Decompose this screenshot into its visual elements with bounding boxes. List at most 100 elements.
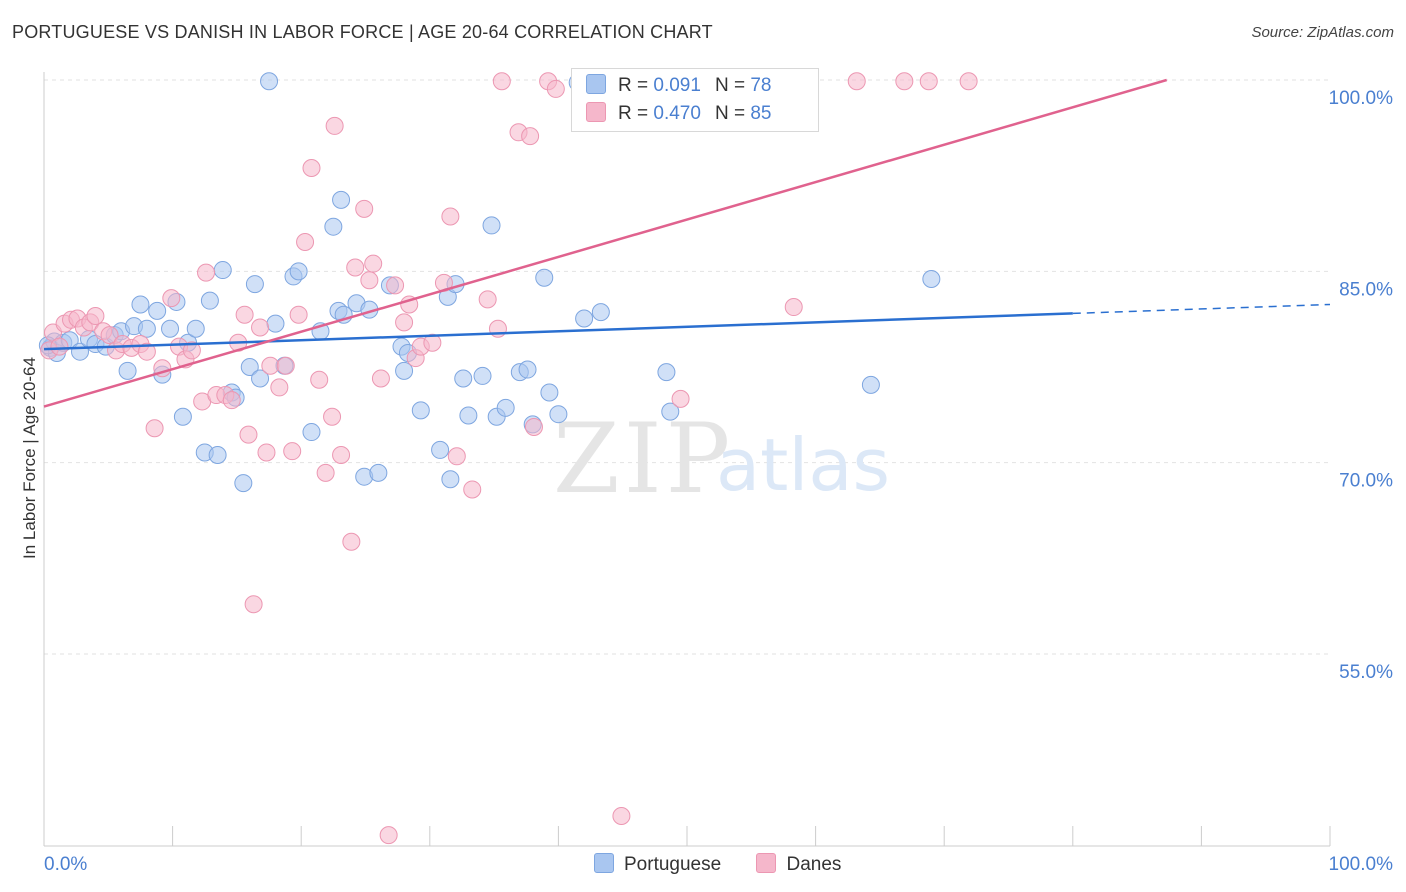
y-tick-label: 85.0% xyxy=(1339,279,1393,300)
point-danes xyxy=(276,356,295,375)
point-danes xyxy=(441,207,460,226)
point-portuguese xyxy=(266,314,285,333)
legend-n-value: 78 xyxy=(750,75,772,96)
point-danes xyxy=(239,425,258,444)
legend-r-label: R = xyxy=(618,103,649,124)
legend-label: Portuguese xyxy=(624,854,722,875)
point-portuguese xyxy=(240,358,259,376)
point-danes xyxy=(371,369,390,388)
tick-labels: 100.0% 85.0% 70.0% 55.0% 0.0% 100.0% In Labor … xyxy=(20,88,1393,875)
point-danes xyxy=(257,443,276,462)
trend-extension-portuguese xyxy=(1072,303,1331,315)
watermark-zip: ZIP xyxy=(553,403,734,515)
legend-label: Danes xyxy=(786,854,842,875)
point-danes xyxy=(671,389,690,408)
point-portuguese xyxy=(213,261,232,280)
point-danes xyxy=(289,305,308,324)
watermark: ZIP atlas xyxy=(553,403,890,515)
point-portuguese xyxy=(535,268,554,287)
point-danes xyxy=(478,290,497,309)
point-portuguese xyxy=(208,446,227,465)
point-portuguese xyxy=(302,423,321,442)
point-portuguese xyxy=(482,216,501,235)
point-danes xyxy=(283,442,302,461)
point-danes xyxy=(521,127,540,146)
point-danes xyxy=(137,342,156,361)
legend-item-portuguese[interactable]: Portuguese xyxy=(594,853,721,876)
point-danes xyxy=(546,79,565,98)
point-portuguese xyxy=(324,217,343,236)
point-danes xyxy=(332,446,351,465)
trend-line-portuguese xyxy=(43,312,1073,351)
trend-line-danes xyxy=(43,78,1168,408)
x-tick-label: 100.0% xyxy=(1329,854,1394,875)
point-portuguese xyxy=(441,470,460,489)
point-danes xyxy=(100,326,119,345)
point-portuguese xyxy=(137,319,156,338)
point-portuguese xyxy=(411,401,430,420)
point-danes xyxy=(302,159,321,178)
point-danes xyxy=(197,263,216,282)
point-danes xyxy=(379,826,398,845)
point-portuguese xyxy=(454,369,473,388)
point-danes xyxy=(145,419,164,438)
point-danes xyxy=(86,306,105,325)
legend-swatch-danes xyxy=(756,853,777,873)
point-portuguese xyxy=(661,402,680,421)
point-portuguese xyxy=(496,398,515,417)
correlation-legend: R = 0.091 N = 78 R = 0.470 N = 85 xyxy=(571,68,819,132)
legend-item-danes[interactable]: Danes xyxy=(756,853,841,876)
point-danes xyxy=(310,370,329,389)
point-portuguese xyxy=(657,363,676,382)
point-portuguese xyxy=(431,440,450,459)
y-tick-label: 70.0% xyxy=(1339,471,1393,492)
legend-swatch-portuguese xyxy=(594,853,614,873)
point-danes xyxy=(50,337,69,356)
point-danes xyxy=(847,72,866,91)
series-legend: Portuguese Danes xyxy=(594,853,871,876)
point-portuguese xyxy=(186,319,205,338)
legend-n-label: N = xyxy=(714,103,746,124)
point-danes xyxy=(325,116,344,135)
point-danes xyxy=(447,447,466,466)
axes xyxy=(43,72,1331,847)
legend-row-danes: R = 0.470 N = 85 xyxy=(586,102,771,126)
point-danes xyxy=(316,463,335,482)
point-danes xyxy=(612,806,631,825)
point-portuguese xyxy=(395,361,414,380)
point-danes xyxy=(346,258,365,277)
point-danes xyxy=(919,72,938,91)
legend-swatch-portuguese xyxy=(586,74,606,94)
point-portuguese xyxy=(161,319,180,338)
legend-n-value: 85 xyxy=(750,103,772,124)
point-danes xyxy=(423,333,442,352)
point-danes xyxy=(959,72,978,91)
trend-lines xyxy=(43,78,1331,408)
point-danes xyxy=(244,595,263,614)
watermark-atlas: atlas xyxy=(716,423,890,507)
point-portuguese xyxy=(922,269,941,288)
legend-r-label: R = xyxy=(618,75,649,96)
point-danes xyxy=(162,289,181,308)
legend-swatch-danes xyxy=(586,102,606,122)
y-axis-label: In Labor Force | Age 20-64 xyxy=(20,357,39,559)
legend-n-label: N = xyxy=(714,75,746,96)
y-tick-label: 55.0% xyxy=(1339,662,1393,683)
point-portuguese xyxy=(540,383,559,402)
point-portuguese xyxy=(245,275,264,294)
point-danes xyxy=(323,407,342,426)
point-portuguese xyxy=(518,360,537,379)
y-tick-label: 100.0% xyxy=(1329,88,1394,109)
point-danes xyxy=(270,378,289,397)
point-portuguese xyxy=(473,366,492,385)
point-danes xyxy=(360,271,379,290)
point-portuguese xyxy=(369,463,388,482)
point-portuguese xyxy=(173,407,192,426)
point-danes xyxy=(235,305,254,324)
point-portuguese xyxy=(260,72,279,91)
point-portuguese xyxy=(332,190,351,209)
point-danes xyxy=(251,318,270,337)
point-portuguese xyxy=(861,375,880,394)
point-portuguese xyxy=(575,309,594,328)
